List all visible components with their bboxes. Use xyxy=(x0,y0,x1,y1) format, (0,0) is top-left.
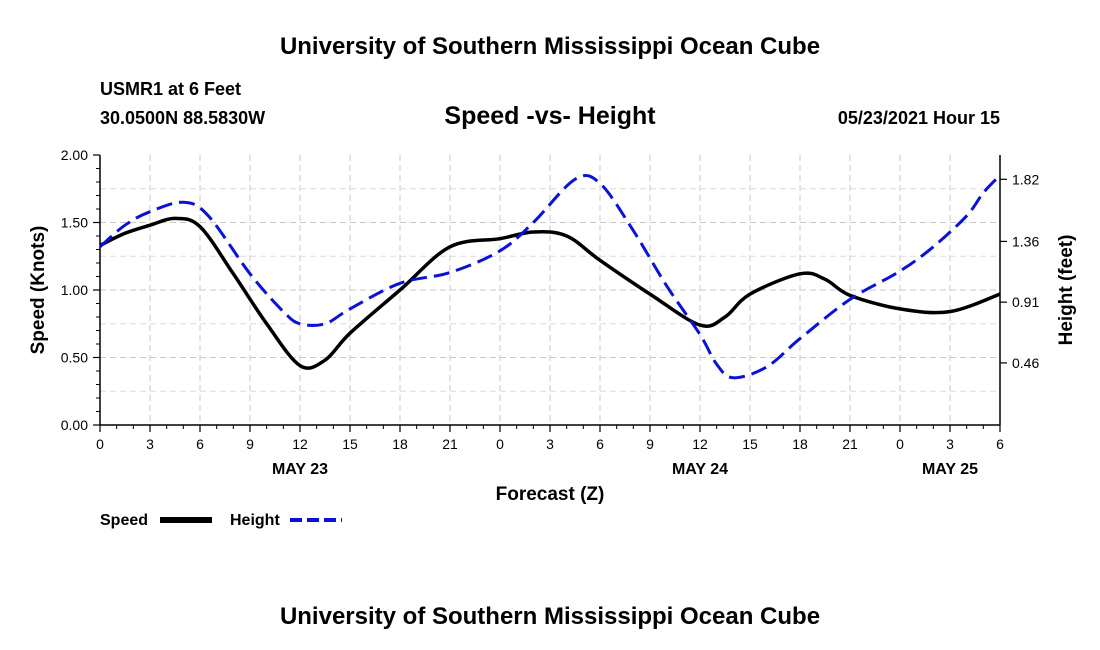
date-label: MAY 25 xyxy=(922,461,978,478)
y2-tick-label: 0.91 xyxy=(1012,294,1039,310)
x-tick-label: 15 xyxy=(342,436,358,452)
x-tick-label: 0 xyxy=(96,436,104,452)
y-tick-label: 2.00 xyxy=(61,147,88,163)
y2-tick-label: 1.82 xyxy=(1012,171,1039,187)
legend: Speed Height xyxy=(100,512,342,529)
x-tick-label: 15 xyxy=(742,436,758,452)
chart-title: Speed -vs- Height xyxy=(444,102,656,130)
x-tick-label: 12 xyxy=(692,436,708,452)
height-series-line xyxy=(99,173,1002,380)
date-label: MAY 24 xyxy=(672,461,728,478)
station-coordinates: 30.0500N 88.5830W xyxy=(100,108,265,128)
chart-series xyxy=(99,173,1002,380)
speed-series-line xyxy=(99,216,1001,370)
y-tick-label: 0.50 xyxy=(61,350,88,366)
x-tick-label: 0 xyxy=(496,436,504,452)
x-tick-label: 21 xyxy=(442,436,458,452)
x-tick-label: 21 xyxy=(842,436,858,452)
x-tick-label: 9 xyxy=(646,436,654,452)
x-tick-label: 18 xyxy=(392,436,408,452)
y-axis-label: Speed (Knots) xyxy=(28,226,49,355)
forecast-datetime: 05/23/2021 Hour 15 xyxy=(838,108,1000,128)
x-tick-label: 12 xyxy=(292,436,308,452)
x-tick-label: 6 xyxy=(196,436,204,452)
legend-speed-label: Speed xyxy=(100,512,148,529)
x-tick-label: 6 xyxy=(996,436,1004,452)
y-tick-label: 1.50 xyxy=(61,215,88,231)
x-tick-label: 3 xyxy=(546,436,554,452)
axis-ticks: 0 3 6 9 12 15 18 21 0 3 6 9 12 15 18 21 0 3 6 MAY 23 MAY 24 M… xyxy=(61,147,1040,478)
x-tick-label: 3 xyxy=(146,436,154,452)
page-title: University of Southern Mississippi Ocean… xyxy=(280,33,820,60)
date-label: MAY 23 xyxy=(272,461,328,478)
x-tick-label: 3 xyxy=(946,436,954,452)
y-tick-label: 0.00 xyxy=(61,417,88,433)
y2-axis-label: Height (feet) xyxy=(1056,235,1077,346)
station-label: USMR1 at 6 Feet xyxy=(100,79,241,99)
y2-tick-label: 0.46 xyxy=(1012,355,1039,371)
grid-lines xyxy=(100,155,1000,425)
y-tick-label: 1.00 xyxy=(61,282,88,298)
y2-tick-label: 1.36 xyxy=(1012,233,1039,249)
x-tick-label: 6 xyxy=(596,436,604,452)
x-tick-label: 18 xyxy=(792,436,808,452)
x-axis-label: Forecast (Z) xyxy=(496,484,605,505)
x-tick-label: 0 xyxy=(896,436,904,452)
x-tick-label: 9 xyxy=(246,436,254,452)
legend-height-label: Height xyxy=(230,512,280,529)
footer-title: University of Southern Mississippi Ocean… xyxy=(280,603,820,630)
